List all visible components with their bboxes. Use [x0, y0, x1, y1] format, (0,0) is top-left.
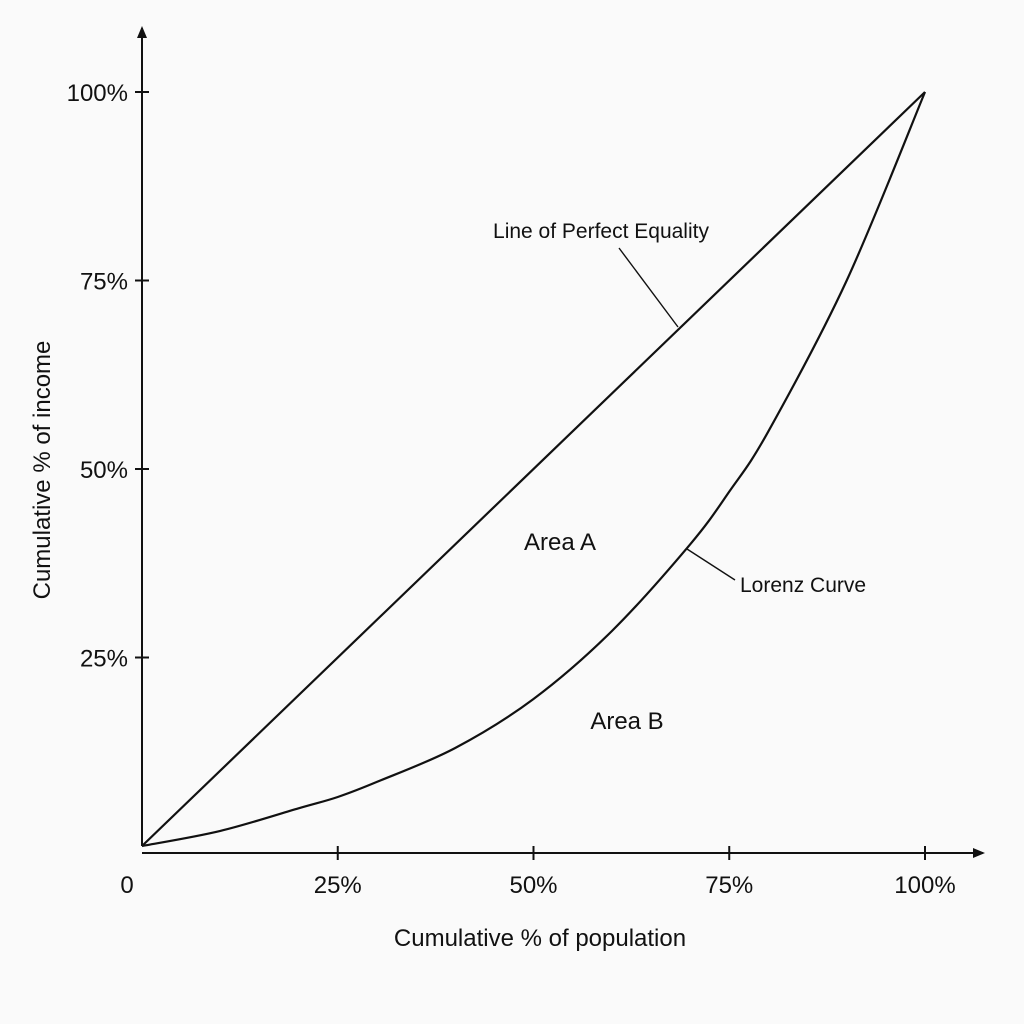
x-tick-label: 100% [894, 872, 955, 899]
y-tick-label: 100% [67, 80, 128, 107]
y-tick-label: 25% [80, 646, 128, 673]
x-tick-label: 50% [509, 872, 557, 899]
equality-line-label: Line of Perfect Equality [493, 220, 709, 243]
origin-label: 0 [120, 872, 133, 899]
area-b-label: Area B [590, 708, 663, 735]
lorenz-curve-label: Lorenz Curve [740, 574, 866, 597]
y-axis-title: Cumulative % of income [29, 341, 56, 600]
equality-leader-line [618, 247, 679, 328]
lorenz-leader-line [686, 548, 736, 581]
x-tick-label: 75% [705, 872, 753, 899]
y-tick-label: 75% [80, 269, 128, 296]
y-tick-label: 50% [80, 457, 128, 484]
annotation-leaders [618, 247, 736, 581]
series-layer [141, 91, 927, 848]
axis-ticks: 25% 50% 75% 100% 25% 50% 75% 100% [67, 80, 956, 899]
x-axis-title: Cumulative % of population [394, 925, 686, 952]
equality-line [141, 91, 926, 847]
x-tick-label: 25% [314, 872, 362, 899]
lorenz-curve [141, 91, 927, 848]
area-a-label: Area A [524, 529, 596, 556]
